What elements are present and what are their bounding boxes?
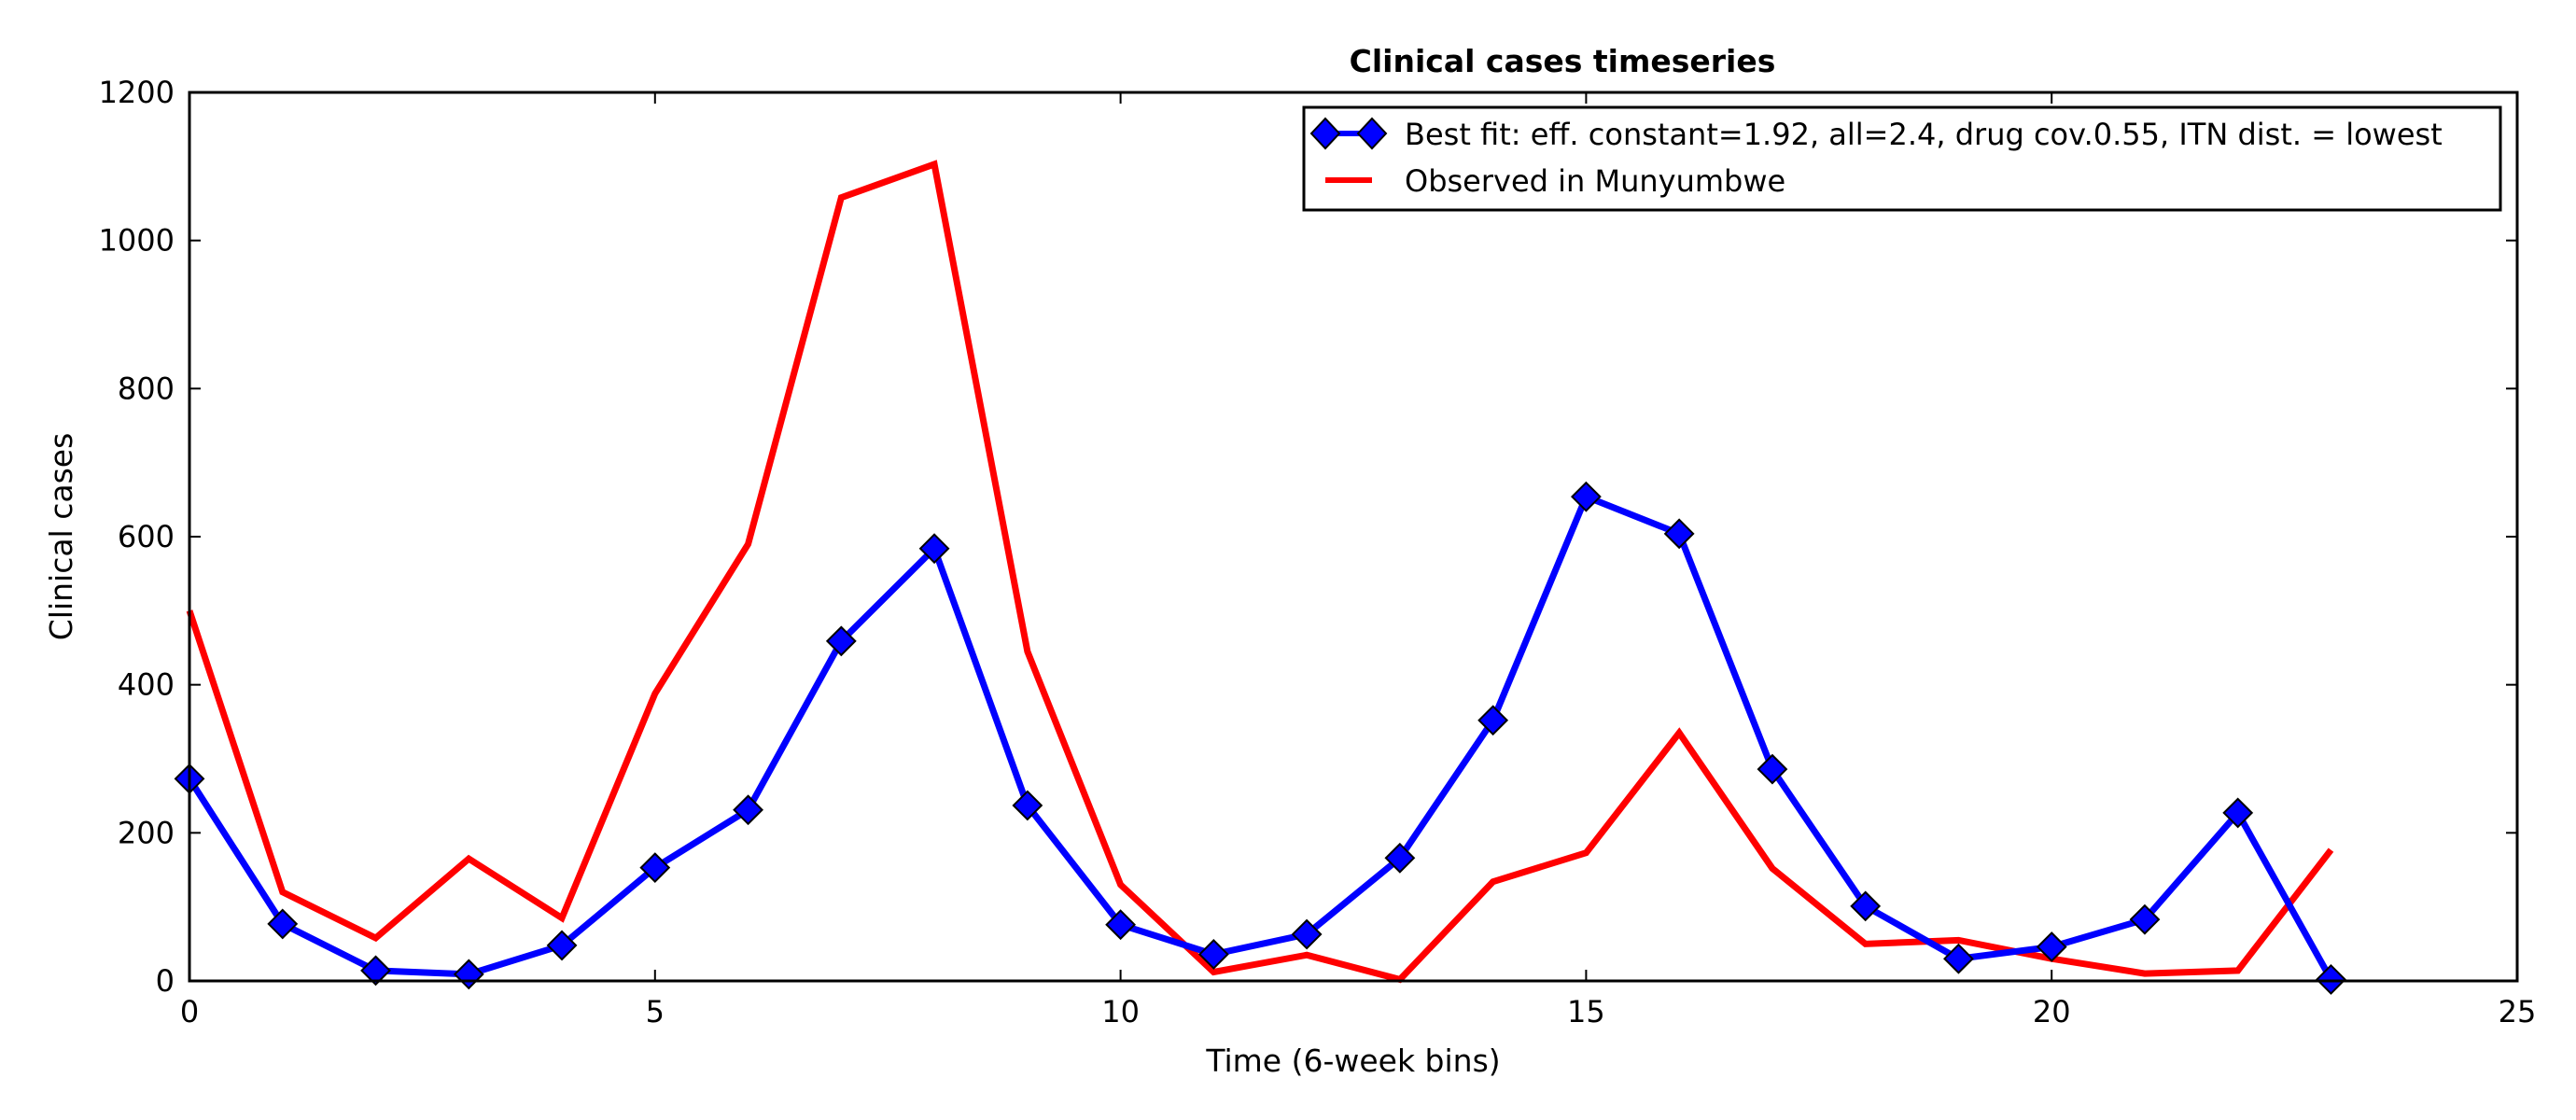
y-tick-label: 600	[118, 519, 175, 554]
data-point-best-fit	[360, 955, 391, 987]
chart-title: Clinical cases timeseries	[1350, 43, 1776, 79]
x-tick-label: 20	[2033, 994, 2071, 1029]
data-point-best-fit	[918, 533, 950, 565]
series-layer	[174, 160, 2346, 995]
data-point-best-fit	[1477, 705, 1509, 736]
x-axis-title: Time (6-week bins)	[1205, 1043, 1500, 1079]
y-tick-label: 0	[156, 963, 175, 999]
data-point-best-fit	[1850, 890, 1882, 922]
data-point-best-fit	[267, 908, 299, 940]
y-tick-label: 400	[118, 667, 175, 703]
legend-box	[1302, 105, 2502, 212]
y-axis-title: Clinical cases	[43, 433, 79, 641]
data-point-best-fit	[1291, 918, 1323, 950]
legend-marker-best-fit	[1356, 117, 1388, 150]
y-tick-label: 1000	[99, 223, 175, 259]
x-tick-label: 25	[2499, 994, 2537, 1029]
series-line-observed	[186, 160, 2334, 984]
data-point-best-fit	[1570, 481, 1602, 512]
data-point-best-fit	[825, 625, 857, 657]
y-tick-label: 200	[118, 815, 175, 850]
y-tick-label: 1200	[99, 75, 175, 110]
data-point-best-fit	[1663, 518, 1695, 550]
data-point-best-fit	[1012, 790, 1043, 821]
data-point-best-fit	[1943, 943, 1974, 974]
data-point-best-fit	[2222, 797, 2254, 829]
data-point-best-fit	[639, 852, 671, 884]
x-tick-label: 5	[646, 994, 665, 1029]
legend-label-best-fit: Best fit: eff. constant=1.92, all=2.4, d…	[1405, 117, 2443, 152]
legend-marker-best-fit	[1309, 117, 1341, 150]
data-point-best-fit	[1384, 842, 1416, 874]
data-point-best-fit	[1105, 909, 1137, 941]
data-point-best-fit	[2129, 903, 2161, 935]
data-point-best-fit	[2036, 931, 2067, 962]
data-point-best-fit	[453, 959, 484, 990]
x-tick-label: 0	[180, 994, 199, 1029]
data-point-best-fit	[2316, 963, 2346, 995]
x-tick-label: 10	[1101, 994, 1140, 1029]
series-line-best-fit	[187, 492, 2334, 982]
x-tick-label: 15	[1567, 994, 1605, 1029]
y-tick-label: 800	[118, 371, 175, 406]
data-point-best-fit	[1757, 753, 1788, 785]
legend-label-observed: Observed in Munyumbwe	[1405, 163, 1785, 199]
ticks-layer: 0 5 10 15 20 25 0 200 400 600 800 1000 1200	[99, 75, 2537, 1029]
data-point-best-fit	[733, 794, 763, 826]
legend: Best fit: eff. constant=1.92, all=2.4, d…	[1302, 105, 2502, 212]
data-point-best-fit	[546, 930, 578, 961]
plot-frame	[188, 91, 2519, 983]
data-point-best-fit	[1197, 939, 1229, 970]
